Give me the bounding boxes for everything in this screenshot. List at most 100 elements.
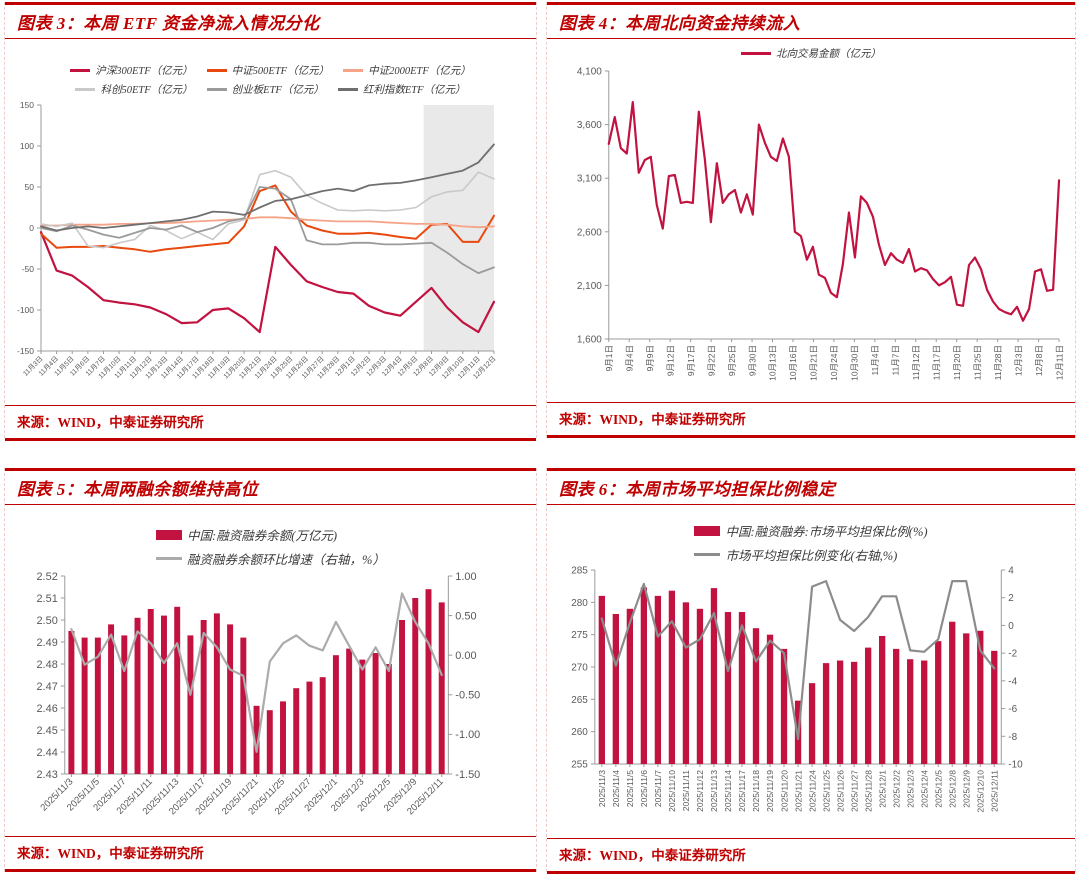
- x-axis-labels: 9月1日 9月4日 9月9日 9月12日 9月17日 9月22日 9月25日 9月30日 10月…: [604, 345, 1064, 381]
- legend-item: 中国:融资融券余额(万亿元): [156, 525, 337, 544]
- svg-text:2.50: 2.50: [36, 615, 57, 627]
- svg-text:12月11日: 12月11日: [1054, 345, 1064, 380]
- bar: [134, 617, 141, 774]
- svg-text:11月7日: 11月7日: [891, 345, 901, 376]
- svg-text:2025/12/5: 2025/12/5: [933, 770, 943, 808]
- bar: [81, 637, 88, 774]
- svg-text:2.48: 2.48: [36, 659, 57, 671]
- legend-item: 北向交易金额（亿元）: [741, 46, 881, 61]
- bar: [640, 587, 648, 764]
- svg-text:2025/12/2: 2025/12/2: [891, 770, 901, 808]
- figure6-legend: 中国:融资融券:市场平均担保比例(%) 市场平均担保比例变化(右轴,%): [694, 521, 928, 564]
- figure6-guarantee-ratio-chart: 285 280 275 270 265 260 255 4 2 0 -2 -4 -6 -8 -10 2025/…: [547, 566, 1075, 838]
- svg-text:2025/11/18: 2025/11/18: [751, 770, 761, 812]
- bar: [240, 637, 247, 774]
- svg-text:2025/12/1: 2025/12/1: [877, 770, 887, 808]
- bar: [68, 631, 75, 774]
- bar: [752, 628, 760, 764]
- legend-label: 中国:融资融券余额(万亿元): [187, 529, 338, 543]
- svg-text:2025/11/17: 2025/11/17: [737, 770, 747, 812]
- svg-text:2.47: 2.47: [36, 681, 57, 693]
- svg-text:10月30日: 10月30日: [850, 345, 860, 381]
- y-axis-labels: 150 100 50 0 -50 -100 -150: [17, 100, 34, 356]
- svg-text:-50: -50: [22, 264, 35, 274]
- bar: [346, 648, 353, 774]
- svg-text:2025/12/3: 2025/12/3: [905, 770, 915, 808]
- svg-text:-6: -6: [1008, 704, 1017, 715]
- svg-text:2.52: 2.52: [36, 571, 57, 583]
- legend-item: 中国:融资融券:市场平均担保比例(%): [694, 521, 928, 540]
- legend-item: 科创50ETF（亿元）: [75, 82, 193, 97]
- svg-text:2025/11/10: 2025/11/10: [667, 770, 677, 812]
- bar: [293, 688, 300, 774]
- bar: [227, 624, 234, 774]
- bar: [399, 620, 406, 774]
- legend-swatch-line: [694, 553, 721, 556]
- legend-item: 市场平均担保比例变化(右轴,%): [694, 545, 897, 564]
- bar: [935, 641, 942, 764]
- legend-swatch-line: [70, 69, 91, 72]
- svg-text:12月8日: 12月8日: [1034, 345, 1044, 376]
- bar: [864, 647, 872, 764]
- legend-label: 创业板ETF（亿元）: [231, 85, 324, 96]
- legend-swatch-line: [337, 88, 358, 91]
- bar: [438, 602, 445, 774]
- legend-label: 中证500ETF（亿元）: [231, 66, 330, 77]
- x-axis-labels: 11月3日11月4日11月5日11月6日11月7日11月10日11月11日11月…: [21, 355, 497, 381]
- svg-text:100: 100: [20, 141, 34, 151]
- bar: [598, 595, 605, 764]
- bar: [412, 598, 419, 774]
- figure3-etf-flows-chart: 150 100 50 0 -50 -100 -150 11月3日 11月4日 11月5日 11月6日…: [5, 99, 536, 405]
- x-axis-labels: 2025/11/32025/11/52025/11/72025/11/11202…: [38, 776, 445, 817]
- line-series-3: [40, 169, 495, 249]
- bar: [682, 602, 690, 764]
- bar: [780, 648, 788, 764]
- figure5-title: 图表 5：本周两融余额维持高位: [5, 468, 536, 505]
- bar: [213, 613, 220, 774]
- svg-text:2025/12/8: 2025/12/8: [947, 770, 957, 808]
- svg-text:2025/11/4: 2025/11/4: [611, 770, 621, 807]
- svg-text:9月25日: 9月25日: [727, 345, 737, 376]
- legend-item: 沪深300ETF（亿元）: [70, 63, 193, 78]
- figure3-panel: 图表 3：本周 ETF 资金净流入情况分化 沪深300ETF（亿元） 中证500E…: [4, 2, 537, 441]
- y-axis-labels: 2.52 2.51 2.50 2.49 2.48 2.47 2.46 2.45 2.44 2.43…: [36, 571, 480, 781]
- bar: [372, 653, 379, 774]
- legend-item: 中证2000ETF（亿元）: [343, 63, 471, 78]
- bar: [359, 659, 366, 774]
- svg-text:4: 4: [1008, 566, 1014, 577]
- bar: [893, 648, 900, 764]
- highlight-region: [423, 105, 494, 351]
- svg-text:2025/11/26: 2025/11/26: [835, 770, 845, 812]
- svg-text:2.49: 2.49: [36, 637, 57, 649]
- legend-swatch-bar: [156, 529, 183, 540]
- svg-text:2025/12/11: 2025/12/11: [990, 770, 1000, 812]
- figure3-source: 来源：WIND，中泰证券研究所: [5, 405, 536, 441]
- svg-text:2.45: 2.45: [36, 725, 57, 737]
- legend-label: 红利指数ETF（亿元）: [362, 85, 466, 96]
- bar: [280, 701, 286, 774]
- bar: [174, 606, 181, 774]
- bar: [253, 705, 260, 774]
- svg-text:2025/11/5: 2025/11/5: [625, 770, 635, 807]
- svg-text:2.44: 2.44: [36, 747, 57, 759]
- legend-swatch-line: [75, 88, 96, 91]
- legend-swatch-line: [206, 69, 227, 72]
- legend-item: 创业板ETF（亿元）: [206, 82, 324, 97]
- figure4-source: 来源：WIND，中泰证券研究所: [547, 402, 1075, 438]
- svg-text:9月17日: 9月17日: [686, 345, 696, 376]
- legend-swatch-bar: [694, 525, 721, 536]
- bar: [147, 609, 154, 774]
- legend-item: 中证500ETF（亿元）: [206, 63, 330, 78]
- svg-text:0.50: 0.50: [455, 610, 476, 622]
- fig6-svg: 285 280 275 270 265 260 255 4 2 0 -2 -4 -6 -8 -10 2025/…: [571, 566, 1023, 812]
- figure6-panel: 图表 6：本周市场平均担保比例稳定 中国:融资融券:市场平均担保比例(%) 市场平…: [546, 468, 1076, 874]
- bar: [160, 615, 167, 774]
- svg-text:2025/11/25: 2025/11/25: [821, 770, 831, 812]
- svg-text:-8: -8: [1008, 732, 1017, 743]
- legend-swatch-line: [741, 51, 771, 56]
- bar: [385, 664, 392, 774]
- svg-text:-1.50: -1.50: [455, 769, 480, 781]
- svg-text:2025/11/12: 2025/11/12: [695, 770, 705, 812]
- svg-text:0: 0: [1008, 621, 1014, 632]
